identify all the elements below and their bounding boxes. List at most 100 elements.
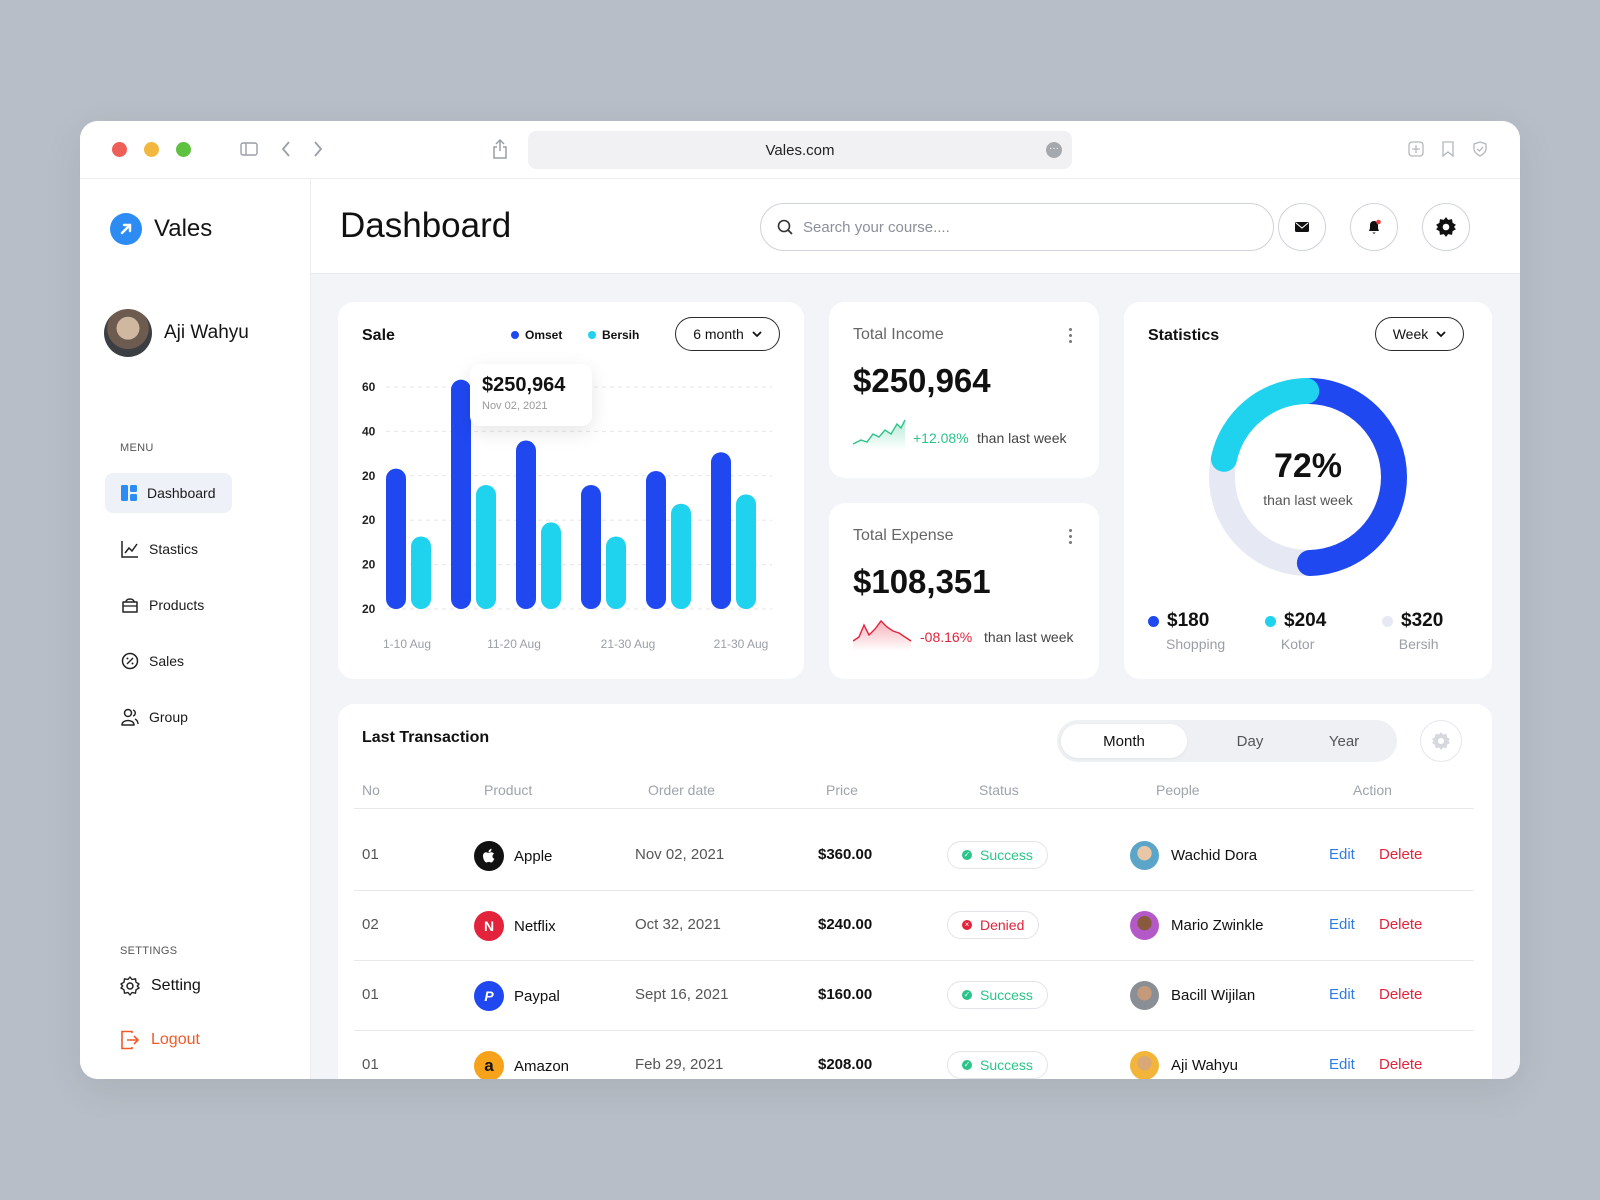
- bar-omset: [451, 379, 471, 609]
- bar-omset: [386, 468, 406, 609]
- table-row: 02 N Netflix Oct 32, 2021 $240.00 × Deni…: [338, 891, 1488, 961]
- user-name: Aji Wahyu: [164, 322, 249, 343]
- more-vertical-icon[interactable]: [1069, 529, 1073, 547]
- person-cell[interactable]: Mario Zwinkle: [1130, 911, 1264, 940]
- sale-period-select[interactable]: 6 month: [675, 317, 780, 351]
- main-content: Dashboard Sale Omset B: [311, 179, 1520, 1079]
- settings-section-label: SETTINGS: [120, 945, 178, 957]
- bar-bersih: [736, 494, 756, 609]
- sidebar-item-group[interactable]: Group: [105, 697, 232, 737]
- delete-link[interactable]: Delete: [1379, 1056, 1423, 1073]
- new-tab-icon[interactable]: [1404, 137, 1428, 161]
- status-badge: ✓ Success: [947, 981, 1048, 1009]
- url-text: Vales.com: [765, 141, 835, 159]
- user-profile[interactable]: Aji Wahyu: [104, 309, 249, 357]
- person-cell[interactable]: Wachid Dora: [1130, 841, 1257, 870]
- menu-section-label: MENU: [120, 442, 154, 454]
- row-number: 02: [362, 916, 379, 933]
- notifications-button[interactable]: [1350, 203, 1398, 251]
- chevron-down-icon: [1436, 330, 1446, 337]
- bell-icon: [1369, 219, 1381, 234]
- period-segmented-control: Month Day Year: [1057, 720, 1397, 762]
- bookmark-icon[interactable]: [1436, 137, 1460, 161]
- legend-label: Shopping: [1166, 636, 1226, 652]
- check-icon: ✓: [962, 990, 972, 1000]
- order-date: Sept 16, 2021: [635, 986, 729, 1003]
- avatar: [104, 309, 152, 357]
- transactions-title: Last Transaction: [362, 729, 490, 746]
- sidebar-item-stastics[interactable]: Stastics: [105, 529, 232, 569]
- order-date: Feb 29, 2021: [635, 1056, 724, 1073]
- edit-link[interactable]: Edit: [1329, 986, 1355, 1003]
- sidebar-item-sales[interactable]: Sales: [105, 641, 232, 681]
- person-cell[interactable]: Aji Wahyu: [1130, 1051, 1238, 1079]
- search-box[interactable]: [760, 203, 1274, 251]
- product-name: Apple: [514, 847, 553, 865]
- sale-title: Sale: [362, 327, 395, 344]
- address-bar[interactable]: Vales.com ···: [528, 131, 1072, 169]
- person-name: Wachid Dora: [1171, 847, 1258, 864]
- search-input[interactable]: [803, 218, 1243, 236]
- tab-day[interactable]: Day: [1236, 732, 1264, 750]
- avatar: [1130, 841, 1159, 870]
- x-icon: ×: [962, 920, 972, 930]
- settings-button[interactable]: [1422, 203, 1470, 251]
- sidebar-item-label: Products: [149, 597, 205, 613]
- legend-label: Bersih: [602, 328, 640, 342]
- minimize-window-button[interactable]: [144, 142, 159, 157]
- gear-icon: [120, 976, 140, 996]
- person-cell[interactable]: Bacill Wijilan: [1130, 981, 1255, 1010]
- delete-link[interactable]: Delete: [1379, 846, 1423, 863]
- back-icon[interactable]: [274, 137, 298, 161]
- table-settings-button[interactable]: [1420, 720, 1462, 762]
- delete-link[interactable]: Delete: [1379, 916, 1423, 933]
- sidebar-item-products[interactable]: Products: [105, 585, 232, 625]
- stat-legend-kotor: $204 Kotor: [1265, 610, 1326, 652]
- maximize-window-button[interactable]: [176, 142, 191, 157]
- tab-year[interactable]: Year: [1328, 732, 1360, 750]
- logo-arrow-icon: [110, 213, 142, 245]
- sidebar-toggle-icon[interactable]: [237, 137, 261, 161]
- setting-link[interactable]: Setting: [120, 976, 201, 996]
- logout-icon: [121, 1030, 140, 1050]
- x-tick-label: 1-10 Aug: [383, 637, 431, 651]
- expense-label: Total Expense: [853, 527, 954, 544]
- statistics-donut-chart: [1209, 378, 1407, 576]
- check-icon: ✓: [962, 1060, 972, 1070]
- delete-link[interactable]: Delete: [1379, 986, 1423, 1003]
- mail-icon: [1295, 222, 1309, 232]
- app-logo[interactable]: Vales: [110, 213, 212, 245]
- price: $240.00: [818, 916, 873, 933]
- shield-icon[interactable]: [1468, 137, 1492, 161]
- users-icon: [121, 708, 139, 726]
- tab-month[interactable]: Month: [1061, 724, 1187, 758]
- sidebar-item-label: Dashboard: [147, 485, 216, 501]
- statistics-period-select[interactable]: Week: [1375, 317, 1464, 351]
- legend-label: Kotor: [1280, 636, 1315, 652]
- legend-bersih: Bersih: [588, 328, 639, 342]
- edit-link[interactable]: Edit: [1329, 1056, 1355, 1073]
- product-cell: P Paypal: [474, 981, 560, 1011]
- table-divider: [354, 1030, 1474, 1031]
- bar-omset: [581, 484, 601, 609]
- more-vertical-icon[interactable]: [1069, 328, 1073, 346]
- logout-link[interactable]: Logout: [120, 1030, 200, 1050]
- share-icon[interactable]: [488, 137, 512, 161]
- legend-dot: [588, 331, 596, 339]
- legend-omset: Omset: [511, 328, 562, 342]
- edit-link[interactable]: Edit: [1329, 916, 1355, 933]
- close-window-button[interactable]: [112, 142, 127, 157]
- column-header-price: Price: [826, 782, 858, 798]
- price: $208.00: [818, 1056, 873, 1073]
- forward-icon[interactable]: [306, 137, 330, 161]
- edit-link[interactable]: Edit: [1329, 846, 1355, 863]
- total-expense-card: Total Expense $108,351 -08.16% than last…: [829, 503, 1099, 679]
- row-number: 01: [362, 846, 379, 863]
- sidebar-item-dashboard[interactable]: Dashboard: [105, 473, 232, 513]
- order-date: Nov 02, 2021: [635, 846, 725, 863]
- more-icon[interactable]: ···: [1046, 142, 1062, 158]
- avatar: [1130, 981, 1159, 1010]
- table-divider: [354, 890, 1474, 891]
- mail-button[interactable]: [1278, 203, 1326, 251]
- bar-omset: [516, 440, 536, 609]
